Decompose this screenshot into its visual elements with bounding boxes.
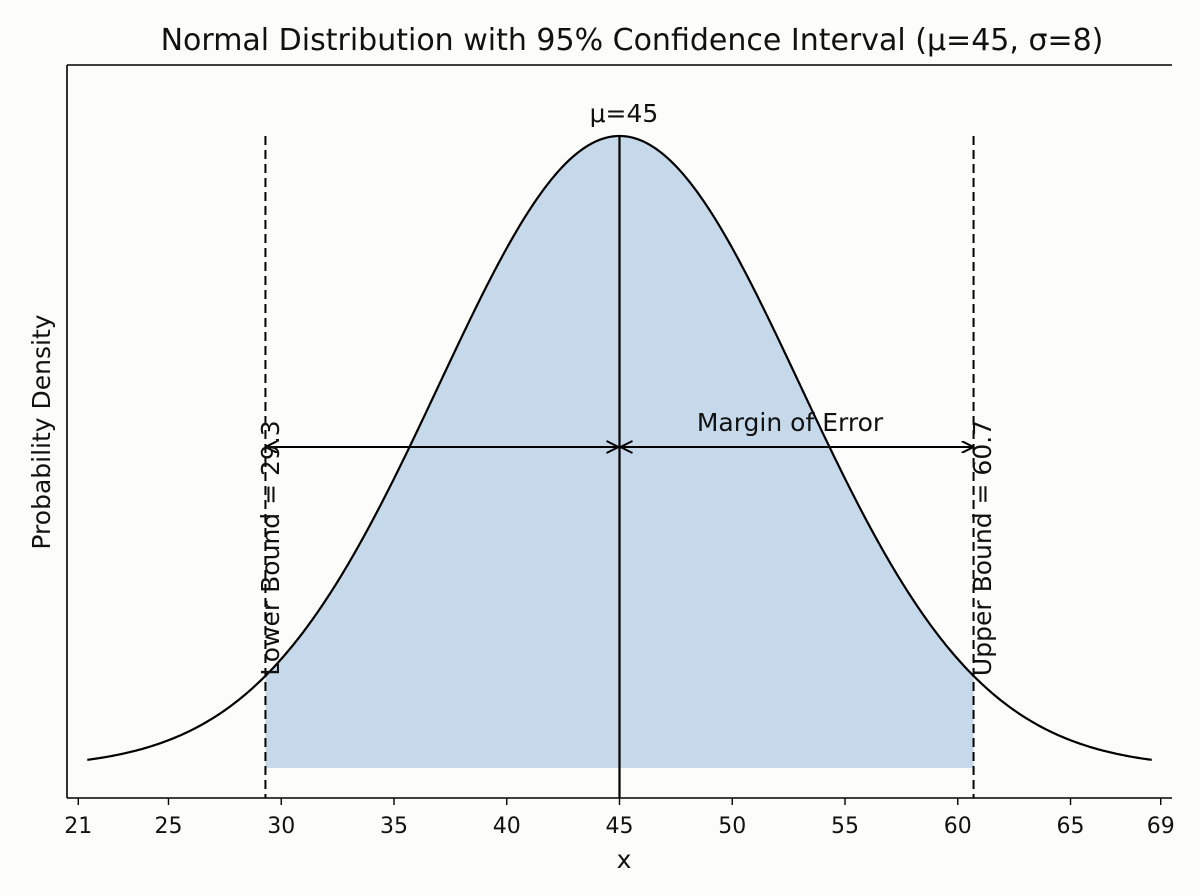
- x-tick-label: 21: [64, 814, 92, 839]
- x-axis-label: x: [617, 845, 632, 874]
- x-tick-label: 25: [154, 814, 182, 839]
- x-tick-label: 45: [606, 814, 634, 839]
- y-axis-label: Probability Density: [27, 314, 56, 549]
- x-tick-label: 50: [718, 814, 746, 839]
- x-tick-label: 35: [380, 814, 408, 839]
- x-tick-label: 60: [944, 814, 972, 839]
- x-tick-label: 30: [267, 814, 295, 839]
- margin-arrowhead-right-at-mean: [618, 440, 633, 454]
- x-tick-label: 55: [831, 814, 859, 839]
- x-tick-label: 69: [1147, 814, 1175, 839]
- x-tick-label: 40: [493, 814, 521, 839]
- lower-bound-label: Lower Bound = 29.3: [256, 420, 285, 675]
- upper-bound-label: Upper Bound = 60.7: [968, 420, 997, 676]
- x-tick-label: 65: [1057, 814, 1085, 839]
- margin-of-error-label: Margin of Error: [697, 408, 884, 437]
- chart-title: Normal Distribution with 95% Confidence …: [161, 23, 1104, 58]
- plot-area: 21 25 30 35 40 45 50 55 60 65 69: [64, 64, 1175, 839]
- mean-label: μ=45: [590, 99, 659, 128]
